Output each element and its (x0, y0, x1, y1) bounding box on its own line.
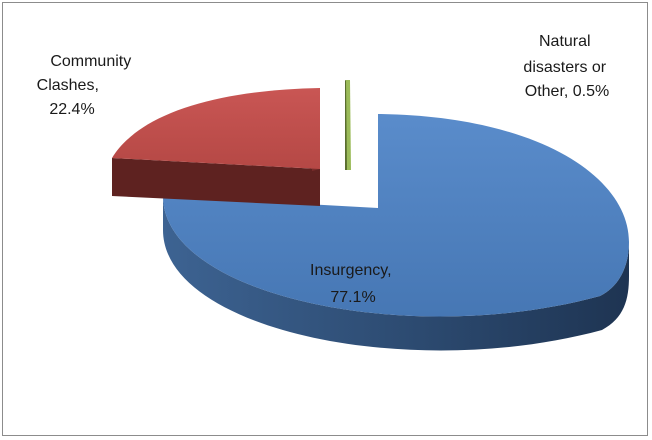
slice-insurgency (163, 114, 629, 351)
slice-community-clashes-side (112, 158, 320, 206)
slice-natural-disasters (345, 80, 351, 170)
data-label-community-clashes: Community Clashes, 22.4% (37, 53, 136, 118)
slice-insurgency-top (163, 114, 629, 317)
data-label-natural-disasters: Natural disasters or Other, 0.5% (523, 33, 610, 100)
slice-community-clashes-top (112, 88, 320, 169)
slice-natural-disasters-top (346, 80, 351, 170)
slice-insurgency-side (163, 196, 629, 351)
slice-community-clashes (112, 88, 320, 206)
data-label-insurgency: Insurgency, 77.1% (310, 262, 396, 306)
